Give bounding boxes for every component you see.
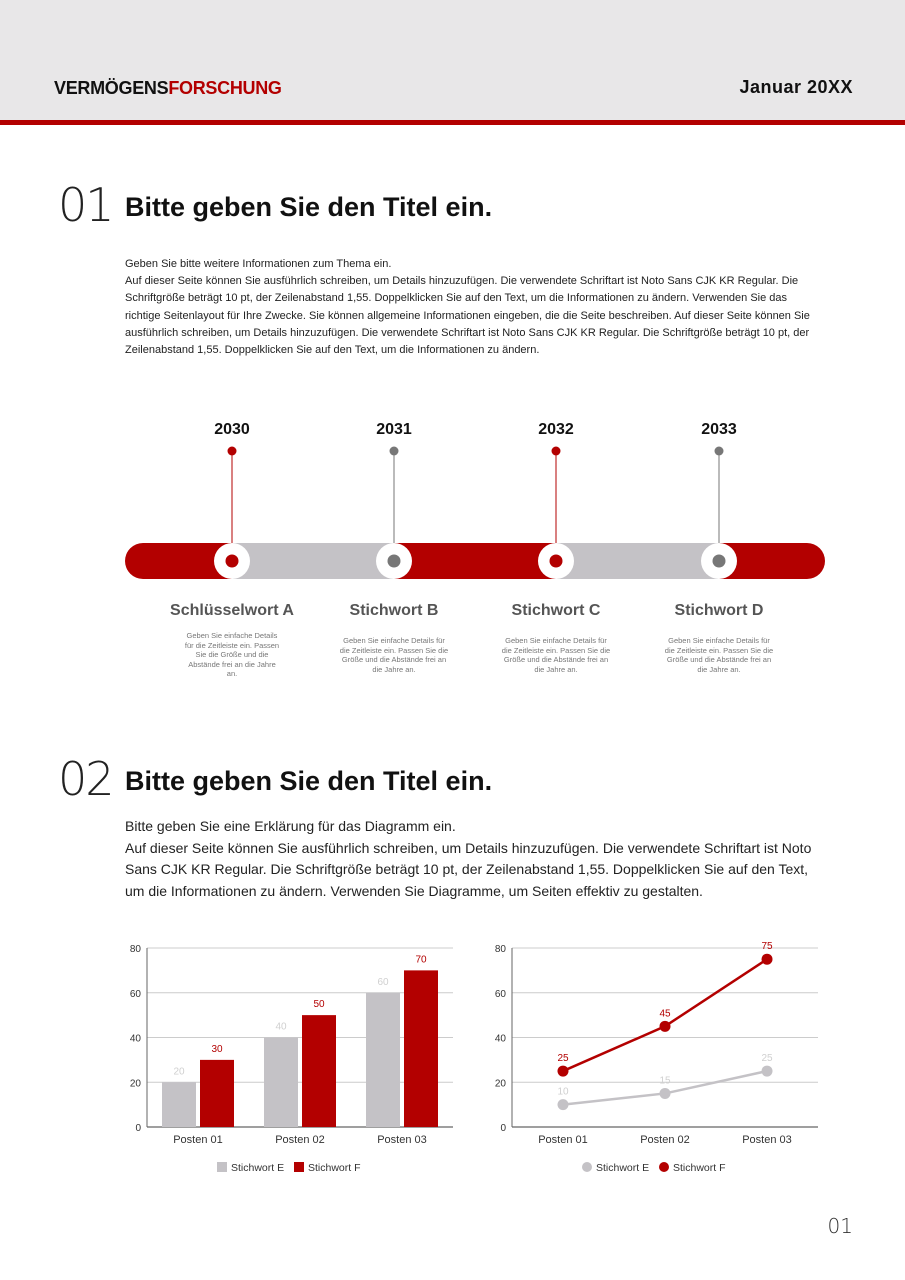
page-header: VERMÖGENSFORSCHUNG Januar 20XX <box>0 0 905 120</box>
timeline-detail: Geben Sie einfache Details für die Zeitl… <box>184 631 280 679</box>
body-paragraph: Auf dieser Seite können Sie ausführlich … <box>125 839 812 899</box>
data-point <box>761 1065 773 1077</box>
timeline-segment <box>232 543 394 579</box>
timeline-detail: Geben Sie einfache Details für die Zeitl… <box>501 636 611 674</box>
section-title: Bitte geben Sie den Titel ein. <box>125 766 493 796</box>
y-tick-label: 80 <box>130 944 142 955</box>
page-number: 01 <box>827 1214 853 1238</box>
data-label: 30 <box>211 1044 223 1055</box>
y-tick-label: 20 <box>495 1078 507 1089</box>
legend-label: Stichwort F <box>673 1162 726 1174</box>
brand-logo: VERMÖGENSFORSCHUNG <box>54 78 282 99</box>
y-tick-label: 60 <box>130 989 142 1000</box>
data-label: 75 <box>761 941 773 952</box>
data-label: 50 <box>313 999 325 1010</box>
timeline-segment <box>556 543 719 579</box>
charts: 0 20 40 60 80 Posten 01 Posten 02 Posten 03 20 40… <box>130 941 818 1174</box>
header-divider <box>0 120 905 125</box>
bar-chart: 0 20 40 60 80 Posten 01 Posten 02 Posten 03 20 40… <box>130 944 453 1174</box>
data-label: 20 <box>173 1066 185 1077</box>
x-tick-label: Posten 02 <box>275 1134 325 1146</box>
x-tick-label: Posten 01 <box>538 1134 588 1146</box>
y-tick-label: 80 <box>495 944 507 955</box>
data-point <box>557 1065 569 1077</box>
data-point <box>659 1020 671 1032</box>
timeline-node-dot <box>225 554 239 568</box>
x-tick-label: Posten 02 <box>640 1134 690 1146</box>
bar <box>302 1015 336 1127</box>
y-tick-label: 0 <box>500 1123 506 1134</box>
timeline-detail: Geben Sie einfache Details für die Zeitl… <box>339 636 449 674</box>
data-point <box>557 1099 569 1111</box>
timeline-pin-head <box>714 446 724 456</box>
legend-label: Stichwort E <box>231 1162 284 1174</box>
brand-red: FORSCHUNG <box>168 78 282 98</box>
timeline-detail: Geben Sie einfache Details für die Zeitl… <box>664 636 774 674</box>
timeline <box>125 446 825 579</box>
legend-swatch <box>217 1162 227 1172</box>
body-line: Geben Sie bitte weitere Informationen zu… <box>125 258 392 270</box>
data-label: 25 <box>761 1053 773 1064</box>
timeline-segment <box>394 543 556 579</box>
bar <box>404 970 438 1127</box>
x-tick-label: Posten 01 <box>173 1134 223 1146</box>
timeline-year: 2032 <box>538 421 574 438</box>
body-paragraph: Auf dieser Seite können Sie ausführlich … <box>125 275 810 357</box>
body-line: Bitte geben Sie eine Erklärung für das D… <box>125 818 456 834</box>
bar <box>162 1082 196 1127</box>
timeline-keyword: Stichwort D <box>674 602 764 619</box>
timeline-node-dot <box>712 554 726 568</box>
timeline-pin-head <box>389 446 399 456</box>
section-body: Geben Sie bitte weitere Informationen zu… <box>125 256 825 359</box>
timeline-pin-head <box>227 446 237 456</box>
data-label: 10 <box>557 1087 569 1098</box>
x-tick-label: Posten 03 <box>377 1134 427 1146</box>
timeline-year: 2033 <box>701 421 737 438</box>
bar <box>200 1059 234 1127</box>
data-point <box>761 953 773 965</box>
header-date: Januar 20XX <box>739 77 853 97</box>
data-label: 25 <box>557 1053 569 1064</box>
line-chart: 0 20 40 60 80 Posten 01 Posten 02 Posten 03 10 15… <box>495 941 818 1174</box>
legend-swatch <box>659 1162 669 1172</box>
brand-dark: VERMÖGENS <box>54 78 169 98</box>
y-tick-label: 40 <box>495 1034 507 1045</box>
section-number: 01 <box>58 178 115 232</box>
timeline-keyword: Schlüsselwort A <box>170 602 294 619</box>
data-label: 15 <box>659 1075 671 1086</box>
legend-label: Stichwort E <box>596 1162 649 1174</box>
data-label: 70 <box>415 954 427 965</box>
data-label: 40 <box>275 1022 287 1033</box>
data-label: 45 <box>659 1008 671 1019</box>
timeline-node-dot <box>387 554 401 568</box>
data-label: 60 <box>377 977 389 988</box>
x-tick-label: Posten 03 <box>742 1134 792 1146</box>
timeline-pin-head <box>551 446 561 456</box>
timeline-node-dot <box>549 554 563 568</box>
section-body: Bitte geben Sie eine Erklärung für das D… <box>125 816 815 902</box>
timeline-keyword: Stichwort B <box>349 602 439 619</box>
data-point <box>659 1087 671 1099</box>
y-tick-label: 40 <box>130 1034 142 1045</box>
y-tick-label: 20 <box>130 1078 142 1089</box>
bar <box>264 1037 298 1127</box>
section-number: 02 <box>58 752 115 806</box>
y-tick-label: 0 <box>135 1123 141 1134</box>
y-tick-label: 60 <box>495 989 507 1000</box>
timeline-keyword: Stichwort C <box>511 602 601 619</box>
bar <box>366 992 400 1127</box>
timeline-year: 2031 <box>376 421 412 438</box>
section-title: Bitte geben Sie den Titel ein. <box>125 192 493 222</box>
legend-swatch <box>294 1162 304 1172</box>
legend-swatch <box>582 1162 592 1172</box>
legend-label: Stichwort F <box>308 1162 361 1174</box>
timeline-year: 2030 <box>214 421 250 438</box>
